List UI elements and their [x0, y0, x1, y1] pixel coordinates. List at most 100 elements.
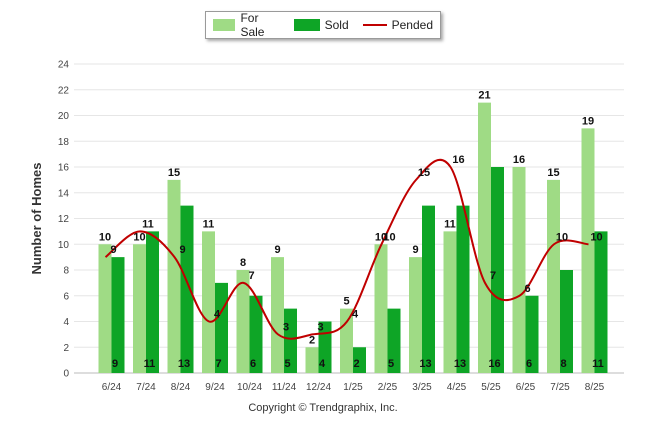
- for-sale-data-label: 2: [309, 334, 315, 346]
- legend-item-pended: Pended: [362, 18, 433, 32]
- sold-data-label: 7: [215, 358, 221, 370]
- y-tick-label: 2: [63, 343, 69, 354]
- x-tick-label: 7/25: [550, 382, 570, 393]
- y-tick-label: 22: [58, 85, 70, 96]
- chart-legend: For Sale Sold Pended: [205, 11, 441, 39]
- for-sale-swatch-icon: [213, 19, 236, 31]
- x-tick-label: 6/25: [516, 382, 536, 393]
- bar-for-sale: [133, 244, 146, 373]
- sold-data-label: 13: [178, 358, 190, 370]
- sold-data-label: 13: [454, 358, 466, 370]
- bar-sold: [525, 295, 539, 373]
- x-tick-label: 10/24: [237, 382, 262, 393]
- for-sale-data-label: 11: [203, 218, 215, 230]
- copyright-credit: Copyright © Trendgraphix, Inc.: [248, 402, 398, 414]
- pended-data-label: 10: [383, 231, 395, 243]
- for-sale-data-label: 5: [343, 296, 349, 308]
- x-tick-label: 9/24: [205, 382, 225, 393]
- legend-item-sold: Sold: [293, 18, 349, 32]
- bar-for-sale: [167, 179, 181, 373]
- x-tick-label: 11/24: [272, 382, 297, 393]
- sold-data-label: 6: [526, 358, 532, 370]
- bar-for-sale: [478, 102, 491, 373]
- pended-data-label: 10: [556, 231, 568, 243]
- y-tick-label: 4: [63, 317, 69, 328]
- x-tick-label: 8/24: [171, 382, 191, 393]
- y-tick-label: 16: [58, 163, 70, 174]
- for-sale-data-label: 21: [478, 90, 490, 102]
- legend-label-pended: Pended: [391, 18, 433, 32]
- pended-data-label: 4: [352, 309, 359, 321]
- for-sale-data-label: 15: [547, 167, 559, 179]
- pended-data-label: 7: [248, 270, 254, 282]
- bar-for-sale: [202, 231, 215, 373]
- pended-data-label: 10: [590, 231, 602, 243]
- pended-data-label: 3: [283, 321, 289, 333]
- for-sale-data-label: 11: [444, 218, 456, 230]
- bar-for-sale: [236, 270, 250, 373]
- bar-for-sale: [409, 257, 422, 373]
- sold-data-label: 16: [488, 358, 500, 370]
- x-tick-label: 12/24: [306, 382, 331, 393]
- sold-data-label: 13: [419, 358, 431, 370]
- for-sale-data-label: 9: [274, 244, 280, 256]
- x-tick-label: 4/25: [447, 382, 467, 393]
- bar-sold: [387, 308, 401, 373]
- x-tick-label: 3/25: [412, 382, 432, 393]
- bar-sold: [249, 295, 263, 373]
- y-tick-label: 12: [58, 214, 70, 225]
- bar-for-sale: [443, 231, 457, 373]
- for-sale-data-label: 10: [99, 231, 111, 243]
- pended-data-label: 3: [317, 321, 323, 333]
- sold-data-label: 11: [144, 358, 156, 370]
- for-sale-data-label: 10: [375, 231, 387, 243]
- pended-data-label: 7: [490, 270, 496, 282]
- legend-label-for-sale: For Sale: [240, 11, 265, 39]
- pended-line: [104, 158, 589, 340]
- y-tick-label: 24: [58, 60, 70, 71]
- bar-for-sale: [271, 257, 284, 373]
- bar-for-sale: [547, 179, 560, 373]
- bar-sold: [353, 347, 366, 373]
- bar-sold: [111, 257, 125, 373]
- bar-sold: [422, 205, 435, 373]
- sold-data-label: 4: [319, 358, 326, 370]
- bar-for-sale: [305, 347, 319, 373]
- y-tick-label: 20: [58, 111, 70, 122]
- x-tick-label: 8/25: [585, 382, 605, 393]
- x-tick-label: 7/24: [136, 382, 156, 393]
- pended-data-label: 15: [418, 167, 430, 179]
- x-tick-label: 1/25: [343, 382, 363, 393]
- bar-sold: [146, 231, 159, 373]
- bar-sold: [491, 167, 504, 373]
- bar-for-sale: [512, 167, 526, 373]
- x-tick-label: 2/25: [378, 382, 398, 393]
- pended-data-label: 6: [524, 283, 530, 295]
- pended-data-label: 4: [214, 309, 221, 321]
- sold-data-label: 8: [560, 358, 566, 370]
- for-sale-data-label: 19: [582, 115, 594, 127]
- bar-sold: [180, 205, 194, 373]
- for-sale-data-label: 8: [240, 257, 246, 269]
- pended-data-label: 9: [179, 244, 185, 256]
- legend-label-sold: Sold: [324, 18, 349, 32]
- y-axis-label: Number of Homes: [29, 163, 44, 275]
- pended-data-label: 9: [110, 244, 116, 256]
- sold-data-label: 2: [353, 358, 359, 370]
- bar-sold: [284, 308, 297, 373]
- sold-data-label: 9: [112, 358, 118, 370]
- bar-sold: [456, 205, 470, 373]
- sold-data-label: 5: [388, 358, 394, 370]
- y-tick-label: 10: [58, 240, 70, 251]
- sold-data-label: 5: [284, 358, 290, 370]
- sold-data-label: 6: [250, 358, 256, 370]
- y-tick-label: 18: [58, 137, 70, 148]
- x-tick-label: 5/25: [481, 382, 501, 393]
- pended-line-icon: [362, 24, 387, 26]
- bar-for-sale: [581, 128, 595, 373]
- pended-data-label: 11: [142, 218, 154, 230]
- for-sale-data-label: 16: [513, 154, 525, 166]
- for-sale-data-label: 10: [133, 231, 145, 243]
- bar-for-sale: [98, 244, 112, 373]
